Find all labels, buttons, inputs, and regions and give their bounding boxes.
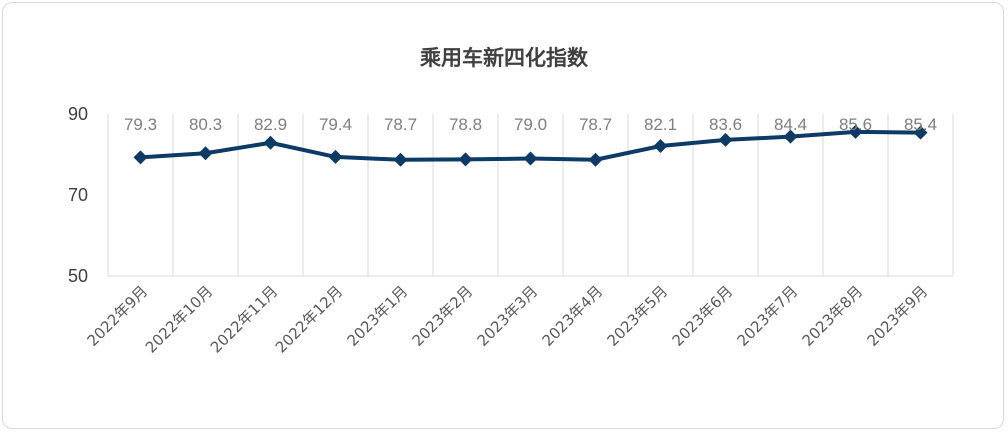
data-point-marker — [263, 135, 278, 150]
data-point-marker — [783, 129, 798, 144]
data-label: 85.6 — [839, 115, 872, 134]
data-label: 79.3 — [124, 115, 157, 134]
y-tick-label: 50 — [68, 266, 88, 286]
x-tick-label: 2023年2月 — [409, 282, 477, 350]
data-label: 80.3 — [189, 115, 222, 134]
data-label: 82.9 — [254, 115, 287, 134]
chart-title: 乘用车新四化指数 — [420, 46, 588, 70]
x-tick-label: 2023年1月 — [344, 282, 412, 350]
data-point-marker — [588, 152, 603, 167]
x-tick-label: 2022年11月 — [207, 282, 281, 356]
x-tick-label: 2023年5月 — [604, 282, 672, 350]
data-label: 83.6 — [709, 115, 742, 134]
x-tick-label: 2023年7月 — [734, 282, 802, 350]
data-point-marker — [328, 149, 343, 164]
data-label: 85.4 — [904, 115, 937, 134]
data-point-marker — [653, 138, 668, 153]
data-label: 78.8 — [449, 115, 482, 134]
data-point-marker — [523, 151, 538, 166]
y-tick-label: 70 — [68, 185, 88, 205]
x-tick-label: 2023年9月 — [864, 282, 932, 350]
x-tick-label: 2022年9月 — [84, 282, 152, 350]
x-tick-label: 2022年12月 — [272, 282, 346, 356]
data-label: 78.7 — [384, 115, 417, 134]
x-tick-label: 2023年6月 — [669, 282, 737, 350]
data-label: 82.1 — [644, 115, 677, 134]
data-point-marker — [393, 152, 408, 167]
data-point-marker — [198, 146, 213, 161]
data-label: 78.7 — [579, 115, 612, 134]
data-point-marker — [133, 150, 148, 165]
data-point-marker — [848, 124, 863, 139]
data-point-marker — [913, 125, 928, 140]
x-tick-label: 2023年3月 — [474, 282, 542, 350]
data-point-marker — [718, 132, 733, 147]
data-label: 84.4 — [774, 115, 807, 134]
x-tick-label: 2022年10月 — [142, 282, 216, 356]
data-point-marker — [458, 152, 473, 167]
data-label: 79.4 — [319, 115, 352, 134]
data-label: 79.0 — [514, 115, 547, 134]
x-tick-label: 2023年4月 — [539, 282, 607, 350]
x-tick-label: 2023年8月 — [799, 282, 867, 350]
y-tick-label: 90 — [68, 104, 88, 124]
